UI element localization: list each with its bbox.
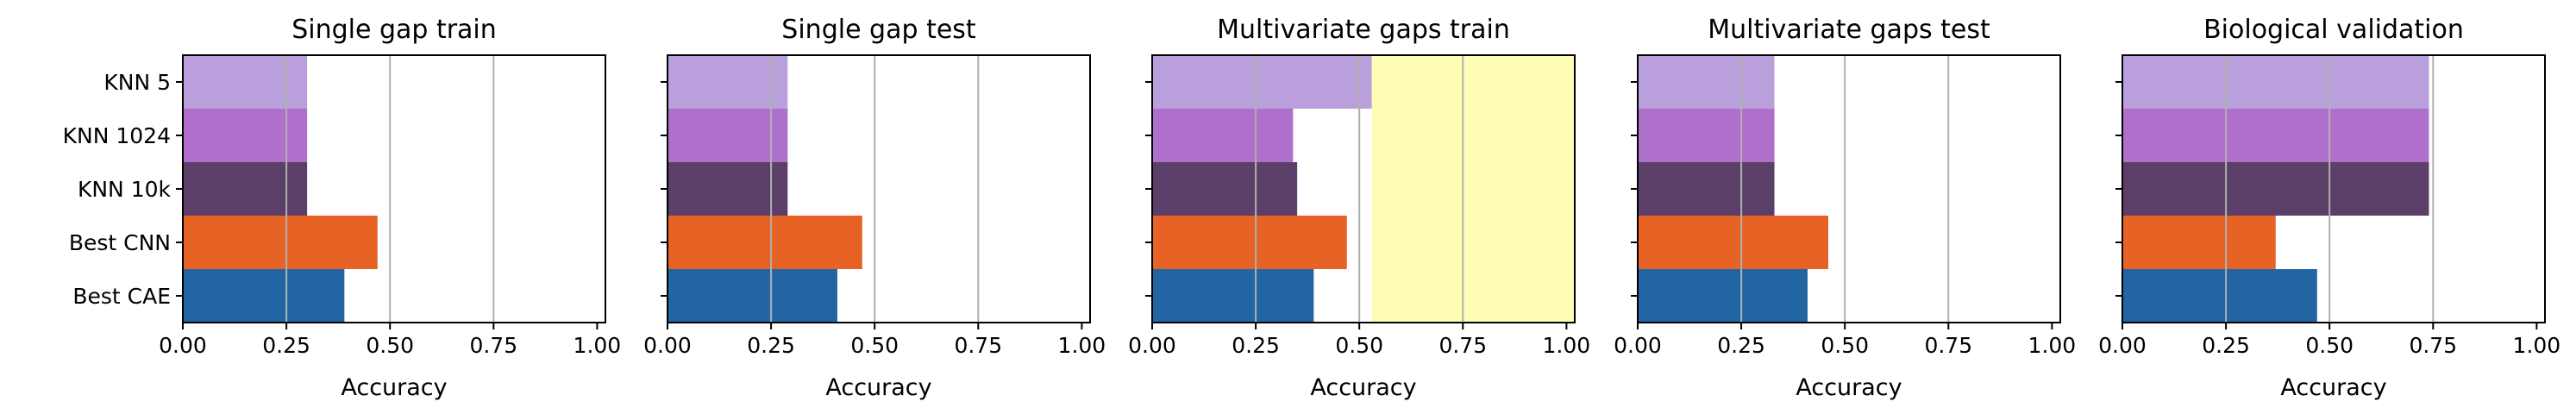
bar-best-cnn <box>1638 216 1828 269</box>
bar-best-cae <box>668 269 837 323</box>
y-tick-label: Best CAE <box>72 284 171 309</box>
x-axis-label: Accuracy <box>2280 374 2386 401</box>
x-tick-label: 1.00 <box>1543 333 1591 358</box>
x-tick-label: 0.75 <box>954 333 1002 358</box>
bar-best-cae <box>183 269 345 323</box>
bar-best-cae <box>2122 269 2317 323</box>
y-tick-label: Best CNN <box>69 230 171 255</box>
bar-knn-1024 <box>1152 109 1294 162</box>
x-tick-label: 0.50 <box>1335 333 1383 358</box>
chart-title: Single gap test <box>781 15 976 45</box>
bar-knn-10k <box>183 162 308 216</box>
x-tick-label: 1.00 <box>573 333 622 358</box>
bar-best-cnn <box>183 216 378 269</box>
x-tick-label: 0.25 <box>747 333 795 358</box>
bar-best-cnn <box>668 216 862 269</box>
y-tick-label: KNN 1024 <box>63 123 171 148</box>
bar-knn-5 <box>1152 55 1372 109</box>
bar-knn-10k <box>1638 162 1775 216</box>
x-tick-label: 0.50 <box>1821 333 1869 358</box>
bar-best-cnn <box>2122 216 2276 269</box>
chart-title: Multivariate gaps test <box>1708 15 1990 45</box>
x-tick-label: 0.75 <box>2409 333 2457 358</box>
chart-title: Biological validation <box>2203 15 2464 45</box>
x-tick-label: 0.50 <box>366 333 414 358</box>
bar-best-cae <box>1638 269 1808 323</box>
x-tick-label: 0.50 <box>850 333 899 358</box>
x-tick-label: 0.25 <box>1717 333 1765 358</box>
bar-knn-5 <box>183 55 308 109</box>
x-axis-label: Accuracy <box>341 374 447 401</box>
x-tick-label: 0.00 <box>643 333 692 358</box>
bar-best-cnn <box>1152 216 1347 269</box>
bar-knn-1024 <box>183 109 308 162</box>
x-tick-label: 0.25 <box>262 333 310 358</box>
bar-knn-5 <box>1638 55 1775 109</box>
x-tick-label: 1.00 <box>2513 333 2561 358</box>
bar-knn-10k <box>1152 162 1298 216</box>
x-tick-label: 1.00 <box>1058 333 1106 358</box>
x-axis-label: Accuracy <box>1796 374 1902 401</box>
x-tick-label: 1.00 <box>2028 333 2077 358</box>
bar-knn-5 <box>2122 55 2429 109</box>
x-tick-label: 0.50 <box>2305 333 2353 358</box>
x-tick-label: 0.00 <box>1128 333 1176 358</box>
bar-knn-10k <box>2122 162 2429 216</box>
bar-knn-5 <box>668 55 788 109</box>
x-tick-label: 0.25 <box>1232 333 1280 358</box>
y-tick-label: KNN 10k <box>78 177 172 202</box>
bar-knn-1024 <box>2122 109 2429 162</box>
x-axis-label: Accuracy <box>825 374 931 401</box>
x-tick-label: 0.00 <box>159 333 207 358</box>
bar-best-cae <box>1152 269 1314 323</box>
bar-knn-1024 <box>1638 109 1775 162</box>
x-tick-label: 0.75 <box>1438 333 1487 358</box>
bar-knn-10k <box>668 162 788 216</box>
x-tick-label: 0.00 <box>2098 333 2147 358</box>
chart-title: Multivariate gaps train <box>1217 15 1510 45</box>
x-tick-label: 0.25 <box>2202 333 2250 358</box>
bar-knn-1024 <box>668 109 788 162</box>
chart-title: Single gap train <box>291 15 497 45</box>
highlight-region <box>1371 55 1575 323</box>
x-tick-label: 0.75 <box>1924 333 1972 358</box>
y-tick-label: KNN 5 <box>103 70 171 95</box>
x-tick-label: 0.00 <box>1614 333 1662 358</box>
x-tick-label: 0.75 <box>469 333 517 358</box>
x-axis-label: Accuracy <box>1310 374 1416 401</box>
